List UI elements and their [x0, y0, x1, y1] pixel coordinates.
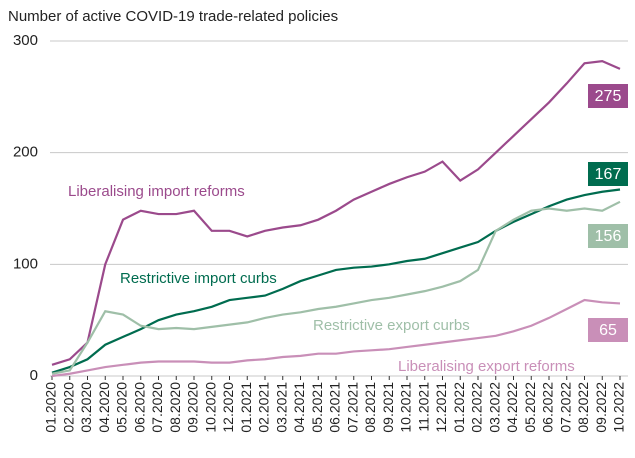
x-tick-label: 04.2022: [504, 382, 520, 433]
x-tick-label: 05.2022: [522, 382, 538, 433]
x-tick-label: 08.2022: [575, 382, 591, 433]
y-tick-label: 200: [13, 144, 38, 161]
x-tick-label: 08.2020: [167, 382, 183, 433]
x-tick-label: 10.2022: [611, 382, 627, 433]
x-tick-label: 06.2022: [540, 382, 556, 433]
x-tick-label: 01.2022: [451, 382, 467, 433]
x-tick-label: 02.2021: [256, 382, 272, 433]
series-label: Liberalising import reforms: [68, 183, 245, 200]
x-tick-label: 06.2021: [327, 382, 343, 433]
series-line: [51, 200, 621, 375]
series-label: Restrictive import curbs: [120, 270, 277, 287]
value-label-box: [588, 162, 628, 186]
x-tick-label: 12.2021: [433, 382, 449, 433]
y-tick-label: 300: [13, 32, 38, 49]
value-label-box: [588, 318, 628, 342]
x-tick-label: 12.2020: [220, 382, 236, 433]
value-label-box: [588, 84, 628, 108]
x-tick-label: 02.2022: [469, 382, 485, 433]
y-tick-label: 0: [30, 367, 38, 384]
chart-title: Number of active COVID-19 trade-related …: [8, 8, 338, 25]
series-label: Liberalising export reforms: [398, 358, 575, 375]
x-tick-label: 03.2021: [273, 382, 289, 433]
x-tick-label: 07.2020: [149, 382, 165, 433]
x-tick-label: 11.2021: [415, 382, 431, 432]
value-label: 275: [595, 88, 622, 105]
value-label-box: [588, 224, 628, 248]
series-line: [51, 59, 621, 366]
x-tick-label: 09.2021: [380, 382, 396, 433]
x-tick-label: 09.2022: [593, 382, 609, 433]
value-label: 156: [595, 228, 622, 245]
x-tick-label: 04.2021: [291, 382, 307, 433]
value-label: 65: [599, 322, 617, 339]
y-tick-label: 100: [13, 255, 38, 272]
x-tick-label: 06.2020: [131, 382, 147, 433]
x-tick-label: 07.2022: [557, 382, 573, 433]
value-label: 167: [595, 166, 622, 183]
x-tick-label: 10.2021: [398, 382, 414, 433]
series-label: Restrictive export curbs: [313, 317, 470, 334]
x-tick-label: 07.2021: [344, 382, 360, 433]
x-tick-label: 03.2020: [78, 382, 94, 433]
x-tick-label: 02.2020: [60, 382, 76, 433]
x-tick-label: 10.2020: [202, 382, 218, 433]
series-line: [51, 298, 621, 378]
x-tick-label: 01.2021: [238, 382, 254, 433]
x-tick-label: 08.2021: [362, 382, 378, 433]
x-tick-label: 04.2020: [96, 382, 112, 433]
x-tick-label: 05.2021: [309, 382, 325, 433]
x-tick-label: 05.2020: [114, 382, 130, 433]
x-tick-label: 01.2020: [43, 382, 59, 433]
x-tick-label: 09.2020: [185, 382, 201, 433]
x-tick-label: 03.2022: [486, 382, 502, 433]
